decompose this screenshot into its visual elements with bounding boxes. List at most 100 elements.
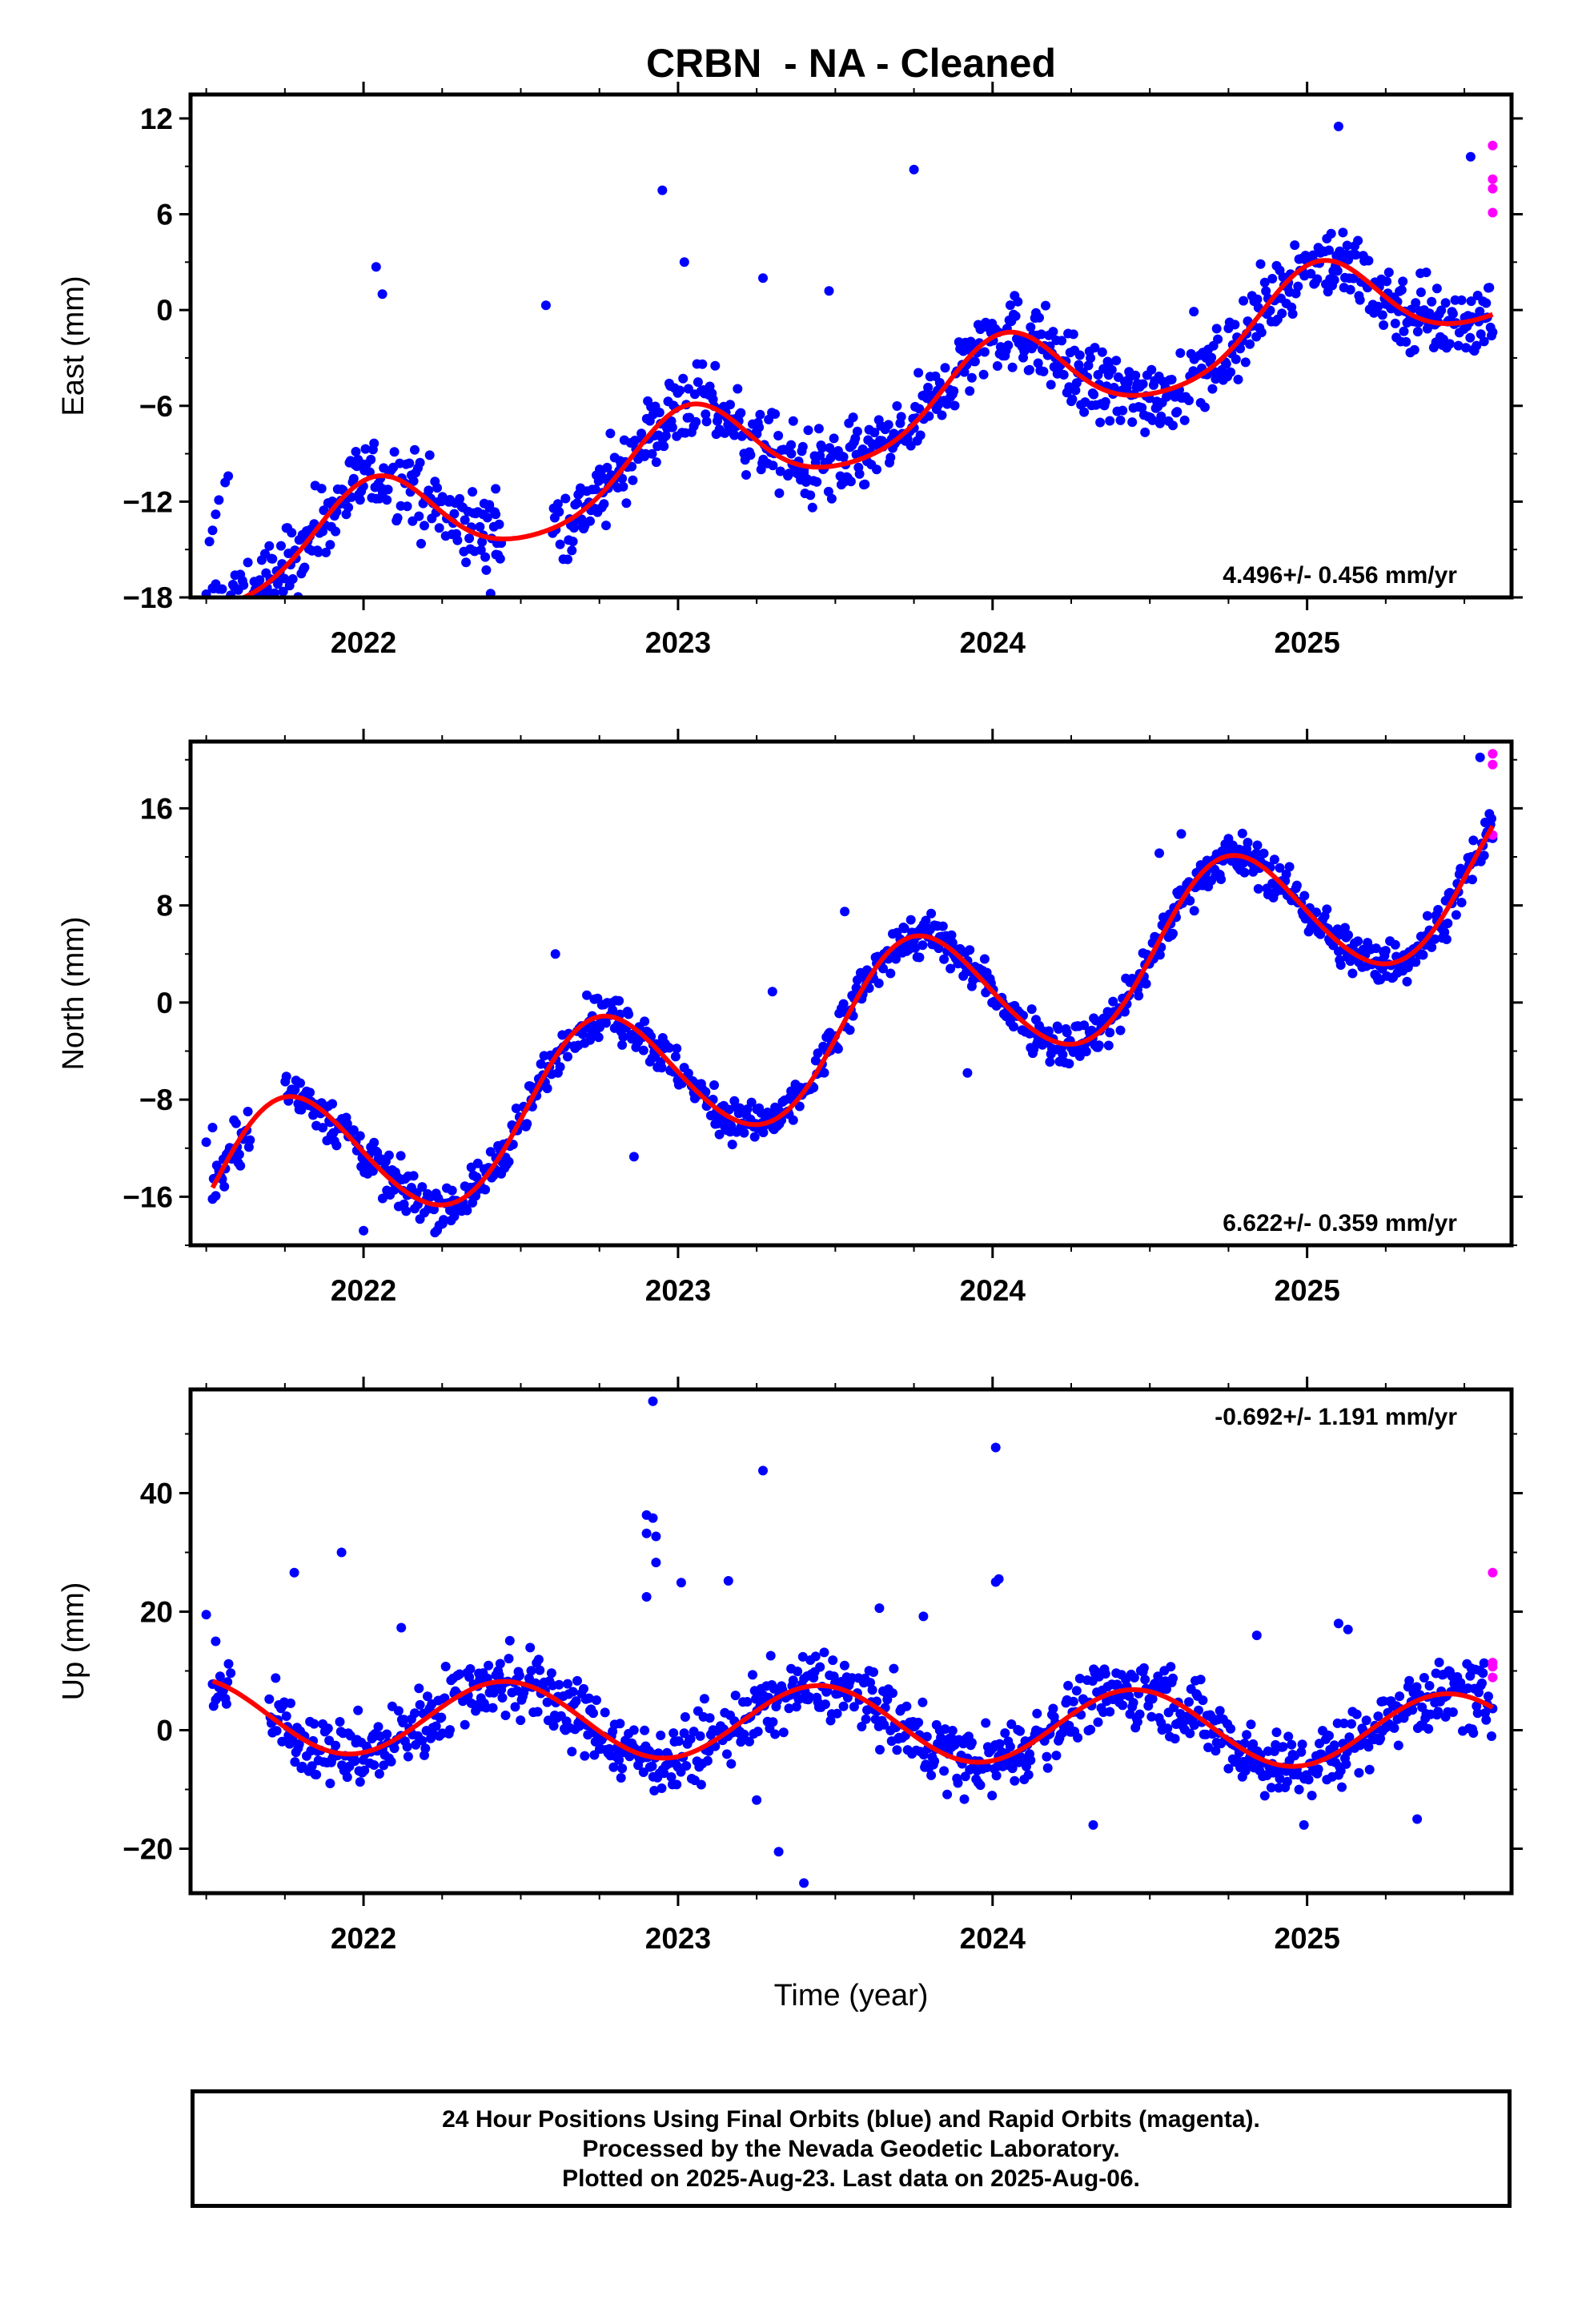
- final-orbit-point: [579, 1683, 588, 1694]
- final-orbit-point: [1129, 1672, 1139, 1683]
- final-orbit-point: [878, 963, 888, 974]
- final-orbit-point: [336, 1547, 347, 1558]
- final-orbit-point: [1351, 1709, 1362, 1719]
- final-orbit-point: [241, 614, 251, 624]
- final-orbit-point: [1481, 298, 1492, 308]
- final-orbit-point: [590, 485, 600, 495]
- final-orbit-point: [735, 1103, 745, 1113]
- final-orbit-point: [1390, 939, 1400, 950]
- final-orbit-point: [1198, 1695, 1208, 1706]
- final-orbit-point: [701, 409, 711, 420]
- final-orbit-point: [1062, 1027, 1072, 1038]
- final-orbit-point: [243, 557, 253, 568]
- final-orbit-point: [1353, 936, 1363, 947]
- final-orbit-point: [377, 1193, 387, 1204]
- final-orbit-point: [286, 1698, 295, 1708]
- y-axis-label-up: Up (mm): [57, 1582, 90, 1701]
- final-orbit-point: [739, 1729, 749, 1739]
- final-orbit-point: [1419, 1673, 1429, 1683]
- final-orbit-point: [966, 1738, 977, 1748]
- final-orbit-point: [810, 1651, 821, 1662]
- final-orbit-point: [468, 487, 478, 497]
- final-orbit-point: [231, 1118, 241, 1128]
- final-orbit-point: [366, 454, 376, 464]
- plot-frame: [188, 92, 1514, 600]
- final-orbit-point: [1074, 350, 1085, 360]
- final-orbit-point: [788, 416, 798, 426]
- final-orbit-point: [585, 516, 595, 526]
- final-orbit-point: [892, 401, 902, 411]
- final-orbit-point: [1475, 752, 1485, 762]
- final-orbit-point: [745, 1736, 754, 1747]
- final-orbit-point: [264, 541, 275, 551]
- final-orbit-point: [1038, 366, 1049, 376]
- final-orbit-point: [243, 1142, 254, 1152]
- final-orbit-point: [1308, 250, 1318, 260]
- final-orbit-point: [504, 1654, 514, 1664]
- final-orbit-point: [1237, 828, 1247, 838]
- final-orbit-point: [1390, 318, 1400, 328]
- final-orbit-point: [824, 286, 834, 296]
- final-orbit-point: [402, 1742, 412, 1752]
- final-orbit-point: [201, 1610, 211, 1620]
- final-orbit-point: [1068, 329, 1078, 340]
- final-orbit-point: [657, 185, 668, 195]
- final-orbit-point: [1395, 1691, 1405, 1702]
- final-orbit-point: [987, 1791, 998, 1801]
- final-orbit-point: [1329, 275, 1339, 285]
- final-orbit-point: [873, 978, 884, 988]
- final-orbit-point: [555, 1062, 565, 1072]
- east-panel: −18 −12 −6 0 6 12 2022 2023 2024 2025 East (mm) 4.4…: [57, 82, 1523, 659]
- final-orbit-point: [560, 493, 571, 504]
- final-orbit-point: [914, 404, 925, 414]
- rapid-orbit-point: [1488, 207, 1498, 218]
- final-orbit-point: [705, 1713, 715, 1723]
- final-orbit-point: [221, 1699, 231, 1709]
- final-orbit-point: [359, 1765, 370, 1775]
- final-orbit-point: [1115, 1025, 1126, 1035]
- final-orbit-point: [723, 1576, 733, 1586]
- final-orbit-point: [672, 1043, 682, 1054]
- final-orbit-point: [786, 448, 797, 459]
- y-tick-label: −18: [122, 581, 173, 614]
- final-orbit-point: [584, 1693, 594, 1703]
- final-orbit-point: [899, 923, 909, 934]
- final-orbit-point: [921, 915, 931, 926]
- final-orbit-point: [1373, 301, 1383, 312]
- final-orbit-point: [484, 1660, 494, 1671]
- final-orbit-point: [461, 557, 472, 568]
- final-orbit-point: [240, 604, 250, 613]
- final-orbit-point: [813, 424, 824, 434]
- final-orbit-point: [1355, 295, 1365, 305]
- final-orbit-point: [383, 1150, 394, 1160]
- final-orbit-point: [1015, 1726, 1025, 1736]
- final-orbit-point: [373, 1722, 383, 1732]
- final-orbit-point: [1478, 1668, 1488, 1679]
- final-orbit-point: [1326, 228, 1336, 239]
- rapid-orbit-point: [1488, 749, 1498, 759]
- final-orbit-point: [415, 457, 425, 468]
- final-orbit-point: [1439, 927, 1450, 937]
- final-orbit-point: [909, 164, 919, 175]
- final-orbit-point: [1380, 946, 1391, 956]
- final-orbit-point: [882, 1695, 893, 1705]
- final-orbit-point: [1364, 1764, 1375, 1775]
- final-orbit-point: [432, 483, 442, 493]
- final-orbit-point: [1041, 300, 1050, 311]
- final-orbit-point: [1409, 344, 1419, 355]
- final-orbit-point: [1179, 415, 1190, 425]
- final-orbit-point: [628, 1725, 639, 1735]
- final-orbit-point: [914, 952, 925, 963]
- final-orbit-point: [234, 1149, 244, 1160]
- final-orbit-point: [683, 1068, 693, 1079]
- final-orbit-point: [725, 400, 735, 410]
- final-orbit-point: [676, 1578, 686, 1588]
- final-orbit-point: [888, 1688, 897, 1699]
- final-orbit-point: [697, 359, 708, 369]
- final-orbit-point: [885, 968, 896, 979]
- x-tick-label: 2022: [331, 1922, 396, 1955]
- final-orbit-point: [869, 428, 880, 438]
- final-orbit-point: [857, 444, 868, 454]
- final-orbit-point: [683, 384, 693, 394]
